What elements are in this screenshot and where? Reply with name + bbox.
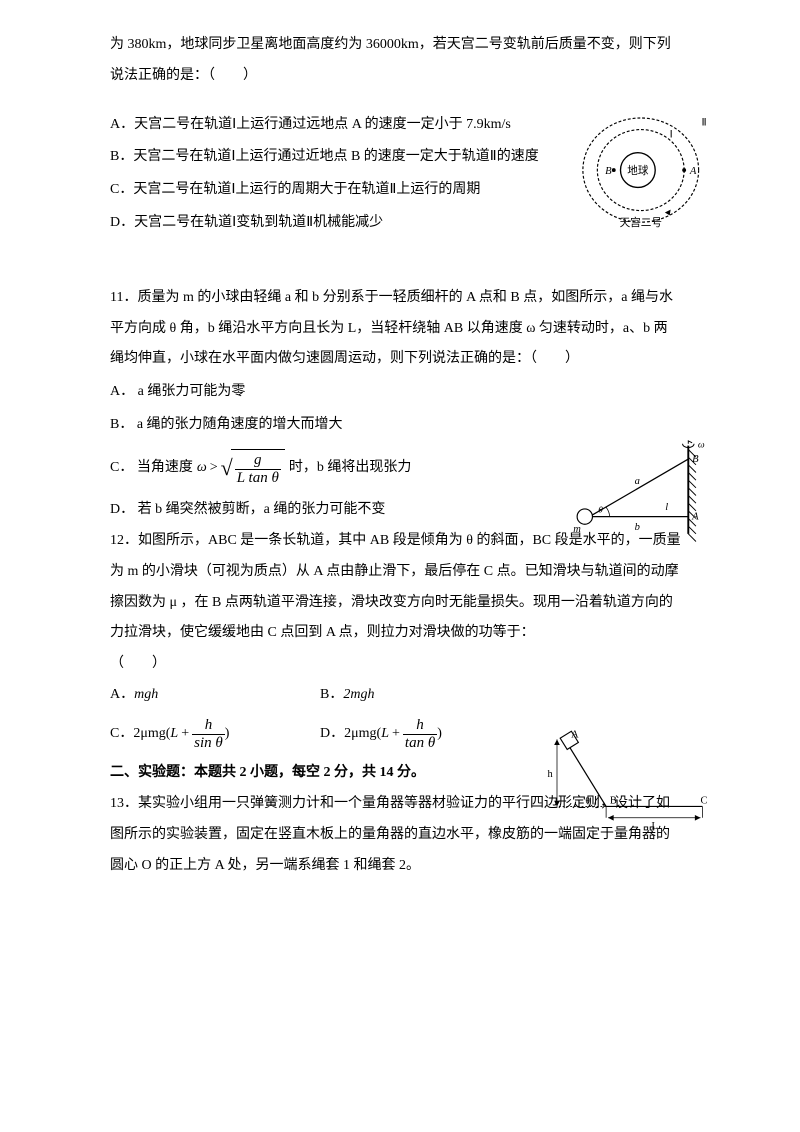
rparen: ) — [225, 726, 230, 743]
q13-stem-3: 圆心 O 的正上方 A 处，另一端系绳套 1 和绳套 2。 — [110, 851, 690, 882]
L-sym-2: L — [381, 726, 389, 743]
sin-den: sin θ — [192, 734, 225, 752]
intro-line-1: 为 380km，地球同步卫星离地面高度约为 36000km，若天宫二号变轨前后质… — [110, 30, 690, 61]
q12-opt-c: C． 2μmg ( L + h sin θ ) — [110, 717, 320, 753]
rod-l-label: l — [665, 502, 668, 513]
tan-den: tan θ — [403, 734, 437, 752]
two-mu-mg: 2μmg — [133, 726, 165, 743]
q12-b-val: 2mgh — [343, 680, 374, 711]
incline-diagram: h L θ A B C — [540, 725, 710, 835]
spacer — [110, 239, 690, 283]
rod-a-label: a — [635, 476, 640, 487]
omega-sym: ω — [197, 460, 207, 477]
inc-A-label: A — [571, 730, 579, 741]
q12-paren: （ ） — [110, 649, 690, 680]
q11-c-post: 时，b 绳将出现张力 — [289, 460, 412, 477]
q12-d-formula: 2μmg ( L + h tan θ ) — [344, 717, 442, 753]
I-label: Ⅰ — [670, 129, 673, 140]
q11-stem-2: 平方向成 θ 角，b 绳沿水平方向且长为 L，当轻杆绕轴 AB 以角速度 ω 匀… — [110, 314, 690, 345]
q12-stem-2: 为 m 的小滑块（可视为质点）从 A 点由静止滑下，最后停在 C 点。已知滑块与… — [110, 557, 690, 588]
II-label: Ⅱ — [702, 118, 707, 129]
q12-a-val: mgh — [134, 680, 158, 711]
m-label: m — [573, 524, 581, 535]
rod-theta-label: θ — [598, 505, 603, 516]
two-mu-mg-2: 2μmg — [344, 726, 376, 743]
inc-theta-label: θ — [585, 797, 590, 807]
omega-label: ω — [698, 440, 705, 451]
B-label: B — [605, 166, 612, 177]
plus-sym-2: + — [392, 726, 400, 743]
q11-opt-a: A． a 绳张力可能为零 — [110, 377, 690, 408]
q12-stem-4: 力拉滑块，使它缓缓地由 C 点回到 A 点，则拉力对滑块做的功等于： — [110, 618, 690, 649]
q12-c-label: C． — [110, 726, 133, 743]
L-sym: L — [170, 726, 178, 743]
q12-opt-a: A． mgh — [110, 680, 320, 711]
q11-stem-3: 绳均伸直，小球在水平面内做匀速圆周运动，则下列说法正确的是：（ ） — [110, 344, 690, 375]
sqrt: √ g L tan θ — [221, 449, 285, 488]
sqrt-body: g L tan θ — [231, 449, 285, 488]
q11-c-formula: ω > √ g L tan θ — [197, 449, 285, 488]
q12-opt-d: D． 2μmg ( L + h tan θ ) — [320, 717, 495, 753]
earth-label: 地球 — [627, 164, 649, 177]
A-label: A — [689, 166, 697, 177]
q12-b-label: B． — [320, 680, 343, 711]
rod-diagram: ω m a b l θ B A — [565, 438, 710, 553]
q12-opt-b: B． 2mgh — [320, 680, 495, 711]
q12-a-label: A． — [110, 680, 134, 711]
rparen-2: ) — [437, 726, 442, 743]
q11-opt-b: B． a 绳的张力随角速度的增大而增大 — [110, 410, 690, 441]
rod-b-label: b — [635, 522, 640, 533]
tiangong-label: 天宫二号 — [620, 216, 662, 229]
h-num-2: h — [414, 717, 426, 734]
plus-sym: + — [181, 726, 189, 743]
frac-num-g: g — [252, 452, 264, 469]
rod-A-label: A — [691, 511, 699, 522]
rod-B-label: B — [692, 454, 699, 465]
orbit-diagram: 地球 B A Ⅰ Ⅱ 天宫二号 — [580, 112, 715, 232]
q12-row-ab: A． mgh B． 2mgh — [110, 680, 690, 711]
inc-L-label: L — [651, 821, 657, 832]
frac-den-ltan: L tan θ — [235, 469, 281, 487]
h-num: h — [203, 717, 215, 734]
gt-sym: > — [210, 460, 218, 477]
intro-line-2: 说法正确的是：（ ） — [110, 61, 690, 92]
inc-h-label: h — [548, 769, 554, 780]
q12-d-label: D． — [320, 726, 344, 743]
inc-B-label: B — [610, 796, 617, 807]
inc-C-label: C — [701, 796, 708, 807]
q11-stem-1: 11．质量为 m 的小球由轻绳 a 和 b 分别系于一轻质细杆的 A 点和 B … — [110, 283, 690, 314]
q12-stem-3: 擦因数为 μ ，在 B 点两轨道平滑连接，滑块改变方向时无能量损失。现用一沿着轨… — [110, 588, 690, 619]
q11-c-pre: C． 当角速度 — [110, 460, 193, 477]
page-content: 为 380km，地球同步卫星离地面高度约为 36000km，若天宫二号变轨前后质… — [110, 30, 690, 882]
q12-c-formula: 2μmg ( L + h sin θ ) — [133, 717, 229, 753]
spacer — [110, 92, 690, 108]
